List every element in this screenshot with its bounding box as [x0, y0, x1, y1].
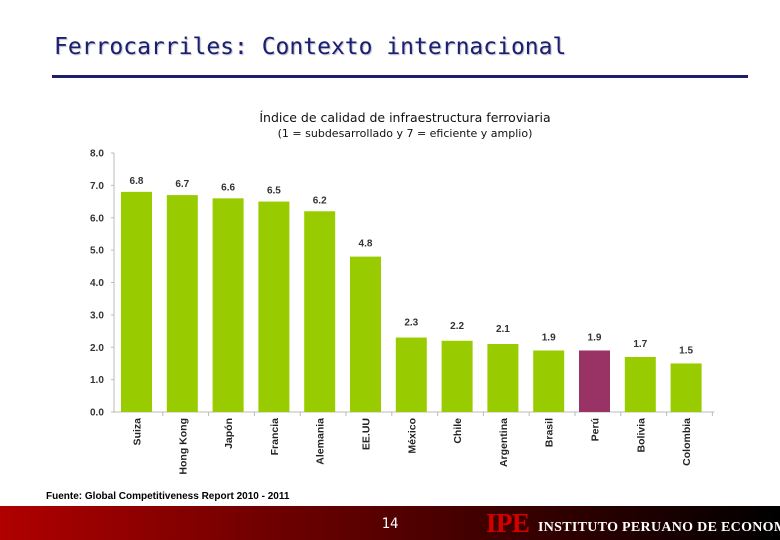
bar [624, 356, 656, 412]
value-label: 6.7 [175, 179, 189, 190]
ipe-logo: IPE [486, 508, 530, 538]
y-tick-label: 5.0 [90, 246, 104, 257]
value-label: 6.8 [130, 176, 144, 187]
bar [166, 195, 198, 412]
category-label: Brasil [544, 418, 556, 447]
y-tick-label: 2.0 [90, 343, 104, 354]
bar [304, 211, 336, 412]
institute-name: INSTITUTO PERUANO DE ECONOMÍA [538, 520, 780, 535]
category-label: Bolivia [635, 418, 647, 453]
category-label: Chile [452, 418, 464, 444]
category-label: Perú [590, 418, 602, 441]
category-label: EE.UU [361, 418, 373, 450]
value-label: 4.8 [359, 239, 373, 250]
value-label: 1.9 [588, 332, 602, 343]
value-label: 6.2 [313, 195, 327, 206]
category-label: Colombia [681, 418, 693, 466]
y-tick-label: 4.0 [90, 278, 104, 289]
value-label: 1.9 [542, 332, 556, 343]
bar [350, 256, 381, 412]
value-label: 2.2 [450, 321, 464, 332]
bar [395, 337, 427, 412]
bar [212, 198, 244, 412]
bar [487, 344, 519, 412]
category-label: Alemania [315, 418, 327, 465]
category-label: Argentina [498, 418, 510, 467]
page-number: 14 [381, 516, 399, 532]
chart-subtitle: (1 = subdesarrollado y 7 = eficiente y a… [277, 127, 533, 140]
source-note: Fuente: Global Competitiveness Report 20… [46, 491, 290, 502]
value-label: 2.3 [404, 318, 418, 329]
bar [670, 363, 702, 412]
category-label: Hong Kong [177, 418, 189, 475]
category-label: Francia [269, 418, 281, 456]
bar [533, 350, 565, 412]
bar [441, 340, 473, 412]
bar [121, 191, 152, 412]
title-rule [52, 75, 748, 78]
value-label: 2.1 [496, 324, 510, 335]
value-label: 1.5 [679, 345, 693, 356]
footer-bar [0, 506, 780, 540]
value-label: 1.7 [633, 339, 647, 350]
category-label: México [406, 418, 418, 454]
slide-title: Ferrocarriles: Contexto internacional [54, 34, 567, 60]
y-tick-label: 8.0 [90, 149, 104, 160]
chart-title: Índice de calidad de infraestructura fer… [259, 110, 551, 125]
value-label: 6.6 [221, 182, 235, 193]
y-tick-label: 1.0 [90, 375, 104, 386]
category-label: Japón [223, 418, 235, 449]
bar-highlight [579, 350, 610, 412]
y-tick-label: 7.0 [90, 181, 104, 192]
y-tick-label: 3.0 [90, 310, 104, 321]
y-tick-label: 0.0 [90, 408, 104, 419]
y-tick-label: 6.0 [90, 213, 104, 224]
value-label: 6.5 [267, 186, 281, 197]
bar [258, 201, 290, 412]
category-label: Suiza [132, 418, 144, 446]
